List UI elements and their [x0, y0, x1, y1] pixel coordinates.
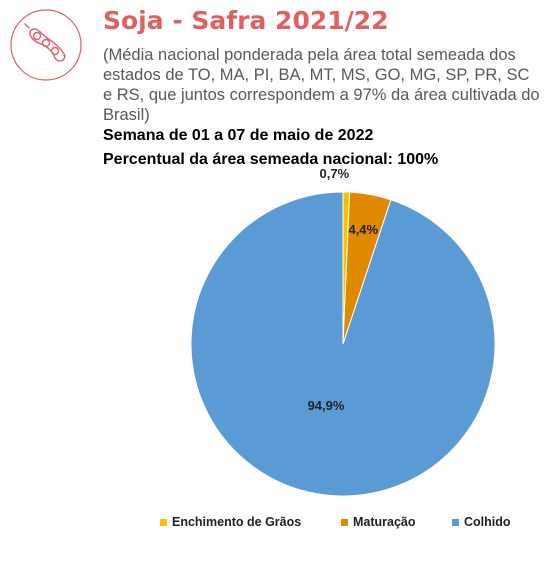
legend-swatch	[452, 518, 459, 526]
legend-item-colhido: Colhido	[452, 515, 511, 529]
week-label: Semana de 01 a 07 de maio de 2022	[103, 127, 374, 144]
legend-item-enchimento: Enchimento de Grãos	[160, 515, 301, 529]
pie-label-1: 4,4%	[348, 222, 378, 237]
chart-title: Soja - Safra 2021/22	[103, 6, 389, 35]
pie-label-2: 94,9%	[308, 398, 345, 413]
planted-area-label: Percentual da área semeada nacional: 100…	[103, 151, 439, 168]
legend-item-maturacao: Maturação	[341, 515, 416, 529]
legend-label: Enchimento de Grãos	[172, 515, 302, 529]
pie-slices	[190, 191, 496, 497]
legend-swatch	[341, 518, 348, 526]
soybean-pod-icon	[10, 9, 82, 81]
legend-label: Maturação	[353, 515, 416, 529]
chart-legend: Enchimento de Grãos Maturação Colhido	[0, 515, 560, 535]
pie-label-0: 0,7%	[320, 166, 350, 181]
pie-labels: 0,7% 4,4% 94,9%	[308, 166, 379, 413]
legend-swatch	[160, 518, 167, 526]
legend-label: Colhido	[464, 515, 511, 529]
pie-slice-2	[190, 191, 496, 497]
chart-subtitle: (Média nacional ponderada pela área tota…	[103, 46, 540, 124]
